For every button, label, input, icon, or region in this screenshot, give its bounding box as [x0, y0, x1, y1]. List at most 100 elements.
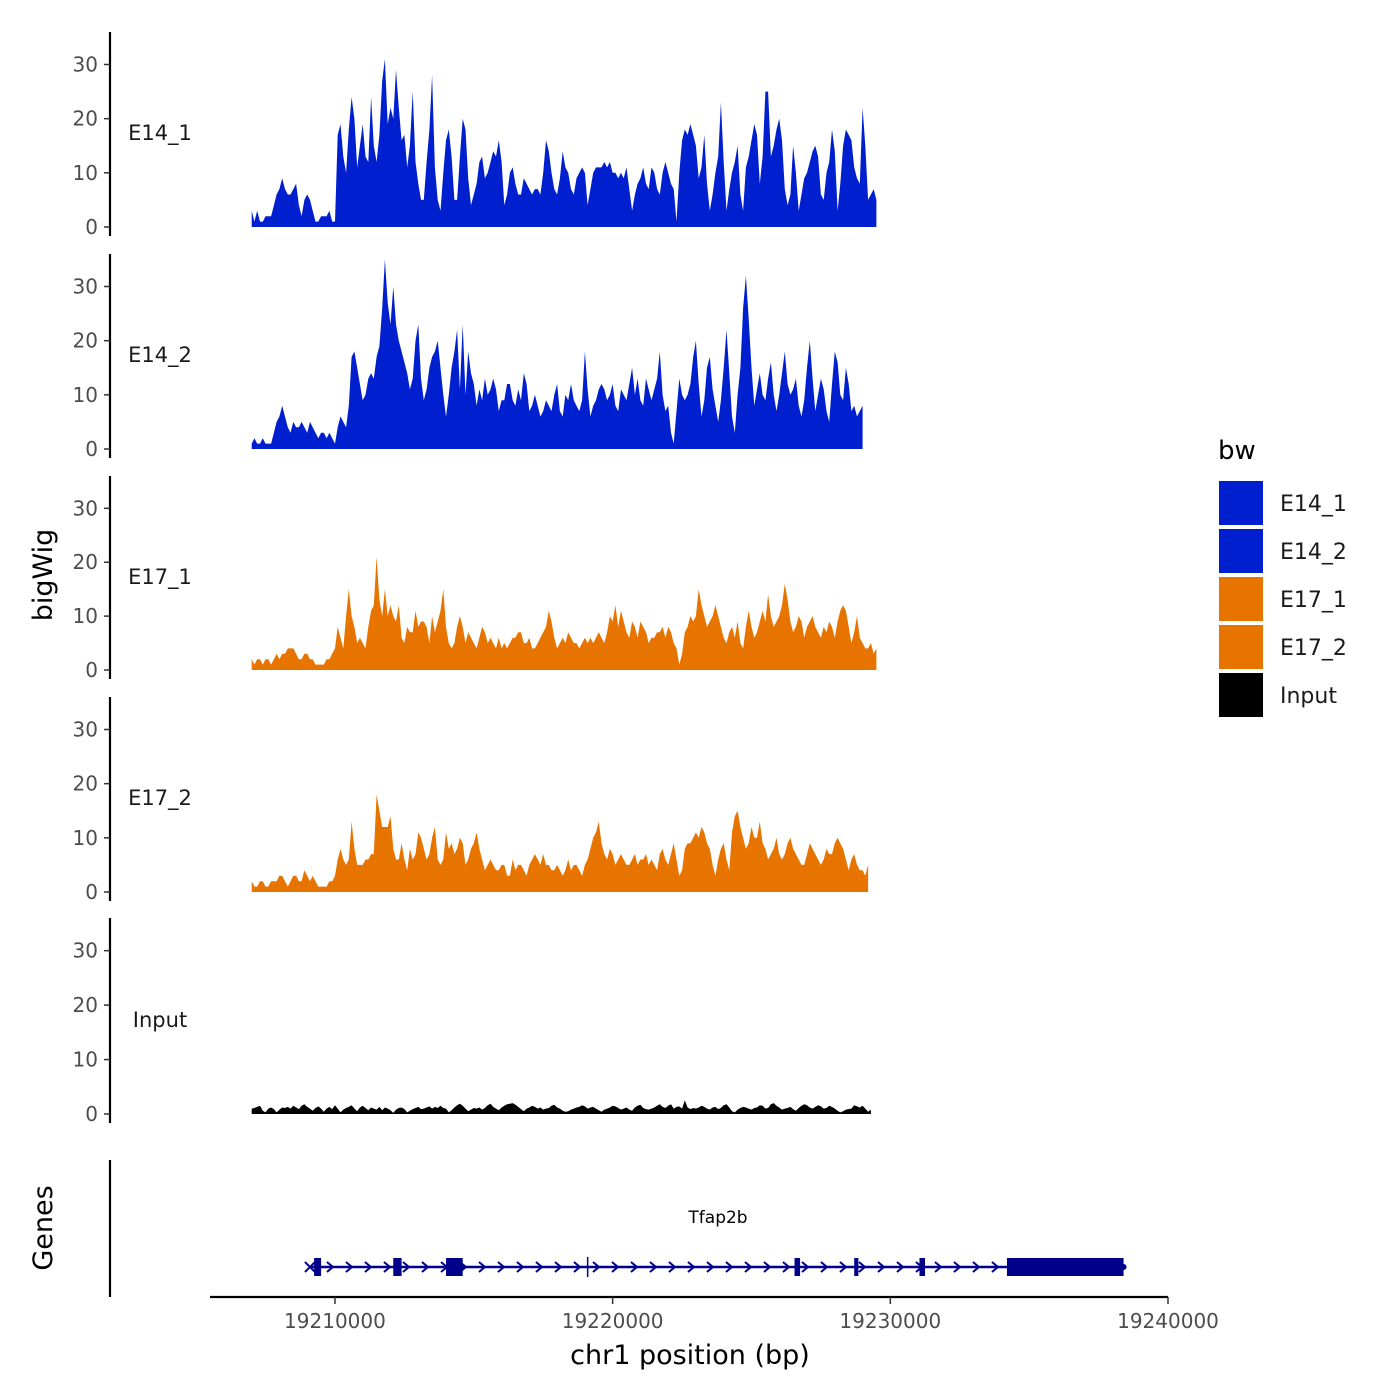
- y-tick-label: 20: [73, 107, 98, 131]
- y-tick-label: 10: [73, 383, 98, 407]
- legend-label-e14-2: E14_2: [1280, 540, 1347, 565]
- y-tick-label: 30: [73, 496, 98, 520]
- strand-arrow: [611, 1261, 620, 1273]
- legend-label-input: Input: [1280, 684, 1337, 709]
- strand-arrow: [668, 1261, 677, 1273]
- y-tick-label: 0: [85, 215, 98, 239]
- strand-arrow: [402, 1261, 411, 1273]
- gene-track-title: Genes: [28, 1185, 59, 1270]
- y-axis-title: bigWig: [28, 529, 59, 622]
- strand-arrow: [972, 1261, 981, 1273]
- y-tick-label: 0: [85, 880, 98, 904]
- gene-label: Tfap2b: [687, 1208, 747, 1228]
- strand-arrow: [839, 1261, 848, 1273]
- track-e17-2: 0 10 20 30 E17_2: [73, 697, 869, 904]
- strand-arrow: [953, 1261, 962, 1273]
- legend-title: bw: [1218, 436, 1256, 466]
- strand-arrow: [573, 1261, 582, 1273]
- strand-arrow: [345, 1261, 354, 1273]
- strand-arrow: [421, 1261, 430, 1273]
- track-label-e17-1: E17_1: [128, 565, 192, 590]
- legend-swatch-input: [1217, 671, 1265, 719]
- strand-arrow: [478, 1261, 487, 1273]
- y-tick-label: 10: [73, 161, 98, 185]
- y-tick-label: 20: [73, 993, 98, 1017]
- strand-arrow: [383, 1261, 392, 1273]
- strand-arrow: [782, 1261, 791, 1273]
- legend-swatch-e17-1: [1217, 575, 1265, 623]
- x-tick-label: 19220000: [562, 1309, 664, 1333]
- strand-arrow: [630, 1261, 639, 1273]
- track-label-e14-1: E14_1: [128, 121, 192, 146]
- x-tick-label: 19230000: [839, 1309, 941, 1333]
- series-area-e14-1: [251, 59, 877, 227]
- x-tick-label: 19240000: [1117, 1309, 1219, 1333]
- series-area-input: [251, 1100, 871, 1114]
- strand-arrow: [649, 1261, 658, 1273]
- y-tick-label: 30: [73, 718, 98, 742]
- strand-arrow: [497, 1261, 506, 1273]
- track-input: 0 10 20 30 Input: [73, 918, 871, 1126]
- strand-arrow: [326, 1261, 335, 1273]
- gene-exon: [919, 1258, 926, 1276]
- y-tick-label: 10: [73, 1048, 98, 1072]
- legend-label-e14-1: E14_1: [1280, 492, 1347, 517]
- legend-swatch-e14-1: [1217, 479, 1265, 527]
- y-tick-label: 20: [73, 772, 98, 796]
- track-label-e17-2: E17_2: [128, 786, 192, 811]
- strand-arrow: [535, 1261, 544, 1273]
- track-e14-2: 0 10 20 30 E14_2: [73, 254, 863, 461]
- strand-arrow: [364, 1261, 373, 1273]
- y-tick-label: 30: [73, 939, 98, 963]
- legend: bw E14_1 E14_2 E17_1 E17_2 Input: [1217, 436, 1347, 719]
- strand-arrow: [687, 1261, 696, 1273]
- gene-exon: [794, 1258, 801, 1276]
- y-tick-label: 30: [73, 53, 98, 77]
- gene-exon: [314, 1258, 322, 1276]
- track-e17-1: 0 10 20 30 E17_1: [73, 476, 877, 682]
- x-tick-label: 19210000: [284, 1309, 386, 1333]
- x-axis-title: chr1 position (bp): [570, 1340, 810, 1371]
- y-tick-label: 10: [73, 604, 98, 628]
- series-area-e17-2: [251, 794, 869, 892]
- strand-arrow: [706, 1261, 715, 1273]
- legend-label-e17-1: E17_1: [1280, 588, 1347, 613]
- track-e14-1: 0 10 20 30 E14_1: [73, 32, 877, 239]
- y-tick-label: 20: [73, 550, 98, 574]
- gene-exon: [446, 1258, 463, 1276]
- y-tick-label: 30: [73, 275, 98, 299]
- y-tick-label: 20: [73, 329, 98, 353]
- track-label-e14-2: E14_2: [128, 343, 192, 368]
- y-tick-label: 0: [85, 658, 98, 682]
- y-tick-label: 0: [85, 1102, 98, 1126]
- strand-arrow: [858, 1261, 867, 1273]
- gene-exon: [1006, 1258, 1124, 1276]
- y-tick-label: 10: [73, 826, 98, 850]
- gene-track: [108, 1160, 1127, 1297]
- series-area-e14-2: [251, 259, 863, 449]
- legend-swatch-e17-2: [1217, 623, 1265, 671]
- strand-arrow: [554, 1261, 563, 1273]
- y-tick-label: 0: [85, 437, 98, 461]
- gene-exon: [393, 1258, 402, 1276]
- strand-arrow: [725, 1261, 734, 1273]
- gene-start-marker: [304, 1261, 316, 1273]
- strand-arrow: [801, 1261, 810, 1273]
- strand-arrow: [763, 1261, 772, 1273]
- series-area-e17-1: [251, 556, 877, 670]
- strand-arrow: [516, 1261, 525, 1273]
- strand-arrow: [744, 1261, 753, 1273]
- strand-arrow: [896, 1261, 905, 1273]
- strand-arrow: [877, 1261, 886, 1273]
- coverage-tracks: 0 10 20 30 E14_1 0 10 20 30 E14_2 0 10 20 30 E17_1 0 10 2…: [73, 32, 877, 1126]
- strand-arrow: [592, 1261, 601, 1273]
- legend-label-e17-2: E17_2: [1280, 636, 1347, 661]
- strand-arrow: [991, 1261, 1000, 1273]
- strand-arrow: [934, 1261, 943, 1273]
- x-axis: 19210000 19220000 19230000 19240000: [210, 1295, 1219, 1333]
- legend-swatch-e14-2: [1217, 527, 1265, 575]
- track-label-input: Input: [133, 1008, 187, 1032]
- strand-arrow: [820, 1261, 829, 1273]
